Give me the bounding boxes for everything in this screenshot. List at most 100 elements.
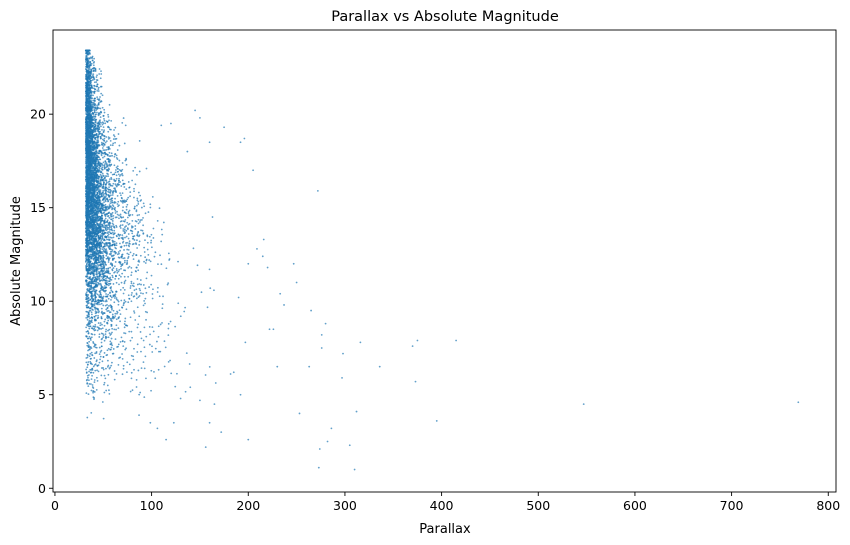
- data-point: [149, 260, 152, 263]
- data-point: [120, 265, 122, 268]
- data-point: [120, 336, 123, 339]
- data-point: [101, 323, 103, 326]
- data-point: [98, 295, 101, 298]
- data-point: [123, 226, 126, 229]
- data-point: [101, 401, 104, 403]
- data-point: [93, 109, 96, 112]
- data-point: [100, 311, 103, 314]
- data-point: [97, 216, 100, 219]
- data-point: [97, 186, 100, 189]
- data-point: [113, 155, 116, 158]
- data-point: [97, 234, 100, 237]
- data-point: [102, 194, 105, 196]
- data-point: [87, 67, 90, 70]
- data-point: [126, 203, 129, 206]
- data-point: [110, 296, 113, 299]
- data-point: [121, 168, 124, 171]
- data-point: [125, 200, 127, 202]
- data-point: [101, 106, 104, 109]
- data-point: [174, 385, 177, 388]
- data-point: [110, 215, 112, 218]
- data-point: [149, 421, 152, 424]
- data-point: [100, 167, 103, 170]
- data-point: [167, 334, 170, 337]
- data-point: [88, 374, 90, 376]
- data-point: [97, 107, 100, 110]
- data-point: [123, 275, 126, 278]
- data-point: [96, 83, 99, 86]
- data-point: [95, 350, 98, 353]
- data-point: [103, 219, 106, 222]
- data-point: [95, 76, 98, 78]
- data-point: [90, 62, 93, 65]
- data-point: [133, 187, 135, 190]
- data-point: [122, 367, 125, 370]
- data-point: [167, 282, 170, 285]
- data-point: [111, 313, 114, 316]
- data-point: [139, 221, 141, 223]
- data-point: [107, 347, 110, 350]
- data-point: [146, 248, 149, 251]
- data-point: [92, 70, 95, 73]
- data-point: [110, 194, 112, 197]
- data-point: [119, 233, 122, 236]
- data-point: [114, 141, 116, 144]
- data-point: [105, 293, 107, 295]
- data-point: [95, 261, 98, 264]
- data-point: [134, 319, 137, 321]
- data-point: [120, 281, 123, 284]
- data-point: [108, 389, 110, 392]
- data-point: [113, 316, 116, 319]
- data-point: [95, 199, 98, 202]
- data-point: [99, 324, 102, 327]
- data-points: [84, 49, 800, 471]
- data-point: [107, 336, 110, 339]
- data-point: [129, 390, 132, 393]
- data-point: [103, 226, 106, 229]
- data-point: [103, 201, 105, 204]
- data-point: [131, 230, 134, 233]
- data-point: [167, 360, 170, 363]
- data-point: [95, 376, 98, 379]
- data-point: [113, 265, 116, 268]
- data-point: [111, 231, 114, 234]
- data-point: [93, 245, 96, 248]
- data-point: [111, 206, 113, 209]
- data-point: [97, 370, 100, 373]
- data-point: [122, 206, 124, 208]
- data-point: [85, 112, 87, 114]
- data-point: [121, 162, 124, 164]
- data-point: [103, 374, 106, 377]
- data-point: [128, 242, 131, 245]
- data-point: [105, 336, 108, 339]
- data-point: [92, 294, 94, 297]
- data-point: [142, 284, 145, 286]
- data-point: [151, 297, 154, 300]
- data-point: [142, 292, 144, 295]
- data-point: [129, 287, 132, 289]
- data-point: [108, 332, 111, 335]
- data-point: [135, 209, 138, 212]
- data-point: [98, 158, 101, 161]
- data-point: [121, 192, 124, 195]
- data-point: [95, 388, 98, 391]
- data-point: [89, 357, 92, 360]
- data-point: [135, 254, 138, 257]
- data-point: [95, 271, 98, 274]
- data-point: [115, 244, 118, 247]
- data-point: [94, 136, 97, 139]
- data-point: [103, 108, 106, 111]
- data-point: [94, 323, 97, 326]
- data-point: [110, 337, 113, 340]
- data-point: [85, 368, 88, 371]
- data-point: [151, 293, 154, 295]
- data-point: [142, 232, 145, 235]
- data-point: [166, 283, 169, 286]
- data-point: [140, 367, 143, 369]
- data-point: [162, 295, 164, 298]
- data-point: [115, 226, 118, 228]
- data-point: [108, 257, 111, 260]
- data-point: [114, 216, 117, 219]
- data-point: [107, 293, 110, 296]
- data-point: [117, 179, 120, 182]
